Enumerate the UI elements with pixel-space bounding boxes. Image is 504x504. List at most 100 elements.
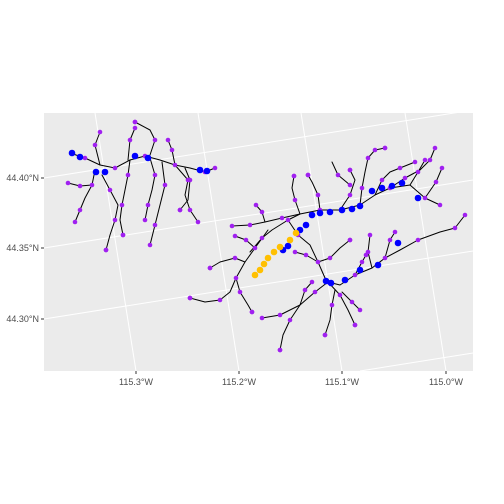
sample-point-purple xyxy=(437,202,443,208)
grid-line-lon-115.2 xyxy=(197,112,240,372)
sample-point-orange xyxy=(251,271,259,279)
x-tick-label: 115.3°W xyxy=(119,377,153,387)
sample-point-purple xyxy=(147,242,153,248)
sample-point-purple xyxy=(279,215,285,221)
sample-point-purple xyxy=(152,172,158,178)
sample-point-purple xyxy=(125,172,131,178)
sample-point-purple xyxy=(387,237,393,243)
sample-point-blue xyxy=(284,242,292,250)
grid-line-lon-115.0 xyxy=(404,112,447,372)
grid-line-lat-44.45 xyxy=(43,92,141,109)
sample-point-purple xyxy=(152,222,158,228)
sample-point-purple xyxy=(382,145,388,151)
sample-point-blue xyxy=(378,184,386,192)
sample-point-blue xyxy=(144,154,152,162)
sample-point-purple xyxy=(392,229,398,235)
sample-point-purple xyxy=(152,137,158,143)
sample-point-purple xyxy=(212,165,218,171)
sample-point-purple xyxy=(142,217,148,223)
sample-point-purple xyxy=(349,299,355,305)
sample-point-blue xyxy=(374,261,382,269)
sample-point-purple xyxy=(352,322,358,328)
grid-line-lon-115.1 xyxy=(300,112,343,372)
sample-point-purple xyxy=(65,180,71,186)
y-axis: 44.40°N 44.35°N 44.30°N xyxy=(6,173,44,324)
sample-point-purple xyxy=(187,177,193,183)
stream-segment xyxy=(149,161,166,246)
sample-point-purple xyxy=(422,195,428,201)
sample-point-purple xyxy=(77,183,83,189)
sample-point-purple xyxy=(162,182,168,188)
sample-point-purple xyxy=(412,159,418,165)
sample-point-purple xyxy=(97,129,103,135)
sample-point-orange xyxy=(286,236,294,244)
sample-point-purple xyxy=(243,237,249,243)
sample-point-purple xyxy=(247,222,253,228)
sample-point-purple xyxy=(259,315,265,321)
sample-point-purple xyxy=(249,309,255,315)
sample-point-purple xyxy=(359,259,365,265)
sample-point-purple xyxy=(92,142,98,148)
sample-point-purple xyxy=(292,197,298,203)
stream-segment xyxy=(279,281,329,351)
stream-segment xyxy=(144,157,156,221)
sample-point-orange xyxy=(264,254,272,262)
sample-point-purple xyxy=(165,137,171,143)
sample-point-purple xyxy=(305,172,311,178)
sample-point-blue xyxy=(356,266,364,274)
sample-point-purple xyxy=(169,147,175,153)
sample-point-purple xyxy=(452,225,458,231)
sample-point-purple xyxy=(347,167,353,173)
sample-point-purple xyxy=(365,155,371,161)
sample-point-purple xyxy=(287,317,293,323)
sample-point-purple xyxy=(285,217,291,223)
sample-point-purple xyxy=(415,169,421,175)
sample-point-purple xyxy=(277,347,283,353)
sample-point-purple xyxy=(309,279,315,285)
sample-point-purple xyxy=(422,157,428,163)
sample-point-purple xyxy=(207,265,213,271)
sample-point-purple xyxy=(89,182,95,188)
sample-point-purple xyxy=(72,219,78,225)
sample-point-purple xyxy=(119,202,125,208)
sample-point-blue xyxy=(196,166,204,174)
sample-point-purple xyxy=(322,332,328,338)
y-tick-label: 44.35°N xyxy=(6,243,39,253)
stream-segment xyxy=(74,169,96,223)
x-tick-label: 115.2°W xyxy=(222,377,256,387)
sample-point-purple xyxy=(232,233,238,239)
sample-point-orange xyxy=(256,266,264,274)
sample-point-purple xyxy=(402,175,408,181)
sample-point-purple xyxy=(327,255,333,261)
sample-point-blue xyxy=(308,211,316,219)
sample-point-purple xyxy=(302,287,308,293)
grid-line-lon-115.3 xyxy=(94,112,137,372)
sample-point-purple xyxy=(397,165,403,171)
sample-point-purple xyxy=(112,217,118,223)
stream-segment xyxy=(327,281,356,326)
sample-point-blue xyxy=(388,182,396,190)
sample-point-blue xyxy=(327,279,335,287)
stream-segment xyxy=(179,167,191,211)
sample-point-blue xyxy=(394,239,402,247)
sample-point-purple xyxy=(329,302,335,308)
sample-point-purple xyxy=(177,207,183,213)
sample-point-purple xyxy=(433,179,439,185)
sample-point-purple xyxy=(77,207,83,213)
sample-point-purple xyxy=(233,275,239,281)
sample-point-orange xyxy=(270,248,278,256)
sample-point-purple xyxy=(229,223,235,229)
sample-point-purple xyxy=(291,173,297,179)
sample-point-orange xyxy=(276,243,284,251)
sample-point-purple xyxy=(427,157,433,163)
stream-segment xyxy=(317,239,351,263)
sample-point-purple xyxy=(232,255,238,261)
sample-point-purple xyxy=(347,237,353,243)
sample-point-purple xyxy=(335,172,341,178)
sample-point-orange xyxy=(292,229,300,237)
sample-point-blue xyxy=(131,152,139,160)
y-tick-label: 44.40°N xyxy=(6,173,39,183)
sample-point-purple xyxy=(372,147,378,153)
sample-point-purple xyxy=(145,202,151,208)
sample-point-purple xyxy=(352,272,358,278)
